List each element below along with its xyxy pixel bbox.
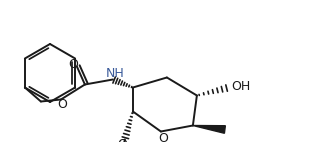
Text: O: O [68,58,78,71]
Text: NH: NH [106,67,124,80]
Text: OH: OH [231,80,250,93]
Text: O: O [117,138,127,142]
Text: O: O [158,132,168,142]
Text: O: O [57,98,67,111]
Polygon shape [193,126,225,133]
